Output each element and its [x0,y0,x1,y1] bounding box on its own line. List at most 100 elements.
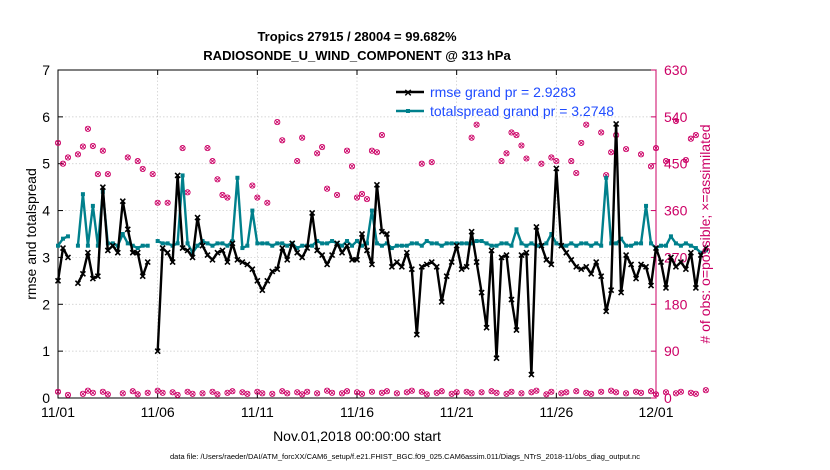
totalspread-point [663,243,668,248]
totalspread-point [499,241,504,246]
rmse-point [114,249,121,256]
obs-possible-marker [209,158,216,165]
obs-possible-marker [314,150,321,157]
obs-assimilated-marker [319,144,325,150]
chart-title-line-2: RADIOSONDE_U_WIND_COMPONENT @ 313 hPa [203,48,511,63]
obs-possible-marker [623,146,630,153]
x-tick-label: 12/01 [638,404,673,420]
obs-count-markers [54,117,709,398]
obs-assimilated-low-marker [269,391,275,397]
rmse-point [259,287,266,294]
series-lines [54,120,709,378]
obs-assimilated-marker [364,196,370,202]
rmse-point [558,242,565,249]
rmse-point [219,247,226,254]
totalspread-point [479,239,484,244]
obs-possible-low-marker [423,391,430,398]
rmse-point [224,259,231,266]
obs-possible-low-marker [174,391,181,398]
obs-assimilated-marker [135,158,141,164]
legend-rmse-label: rmse grand pr = 2.9283 [430,84,576,100]
obs-assimilated-marker [334,192,340,198]
rmse-point [348,256,356,263]
obs-possible-marker [54,139,62,146]
obs-assimilated-low-marker [299,391,305,397]
rmse-point [229,240,236,247]
obs-possible-marker [104,171,111,178]
rmse-point [209,256,216,263]
totalspread-point [624,243,629,248]
obs-assimilated-low-marker [558,390,564,396]
rmse-point [423,261,430,268]
obs-possible-marker [652,145,660,152]
rmse-point [483,324,490,331]
left-y-axis-ticks: 0 1 2 3 4 5 6 7 [42,62,63,406]
rmse-point [677,259,684,266]
totalspread-point [175,241,180,246]
obs-possible-low-marker [119,390,126,397]
obs-assimilated-marker [85,126,91,132]
y-left-tick-label: 1 [42,343,50,359]
obs-assimilated-low-marker [673,390,679,396]
obs-possible-low-marker [324,387,331,394]
totalspread-point [574,243,579,248]
rmse-point [408,266,415,273]
rmse-point [304,244,311,252]
totalspread-point [310,243,315,248]
obs-assimilated-marker [324,186,330,192]
totalspread-point [683,241,688,246]
totalspread-point [90,203,95,208]
totalspread-point [449,241,454,246]
totalspread-point [364,241,369,246]
obs-possible-marker [274,119,281,126]
obs-assimilated-low-marker [120,390,126,396]
obs-assimilated-marker [294,158,300,164]
obs-assimilated-marker [314,150,320,156]
totalspread-point [604,175,609,180]
obs-assimilated-low-marker [518,390,524,396]
obs-possible-low-marker [84,387,91,394]
rmse-point [662,284,670,291]
obs-possible-low-marker [652,391,660,398]
obs-assimilated-low-marker [190,391,196,397]
obs-assimilated-marker [209,158,216,164]
rmse-point [104,247,111,254]
rmse-point [383,230,390,238]
obs-assimilated-low-marker [379,390,385,396]
obs-assimilated-low-marker [688,390,694,396]
right-y-axis-ticks: 0 90 180 270 360 450 540 630 [651,62,688,406]
totalspread-point [135,246,140,251]
obs-possible-marker [687,135,694,142]
rmse-point [169,259,176,266]
totalspread-point [210,243,215,248]
totalspread-point [399,243,404,248]
obs-assimilated-low-marker [105,391,111,397]
obs-possible-marker [548,154,555,161]
obs-possible-low-marker [199,390,206,397]
rmse-point [548,261,555,268]
obs-possible-marker [149,171,156,178]
rmse-point [468,228,475,235]
obs-assimilated-low-marker [548,389,554,395]
totalspread-point [703,248,708,253]
obs-possible-low-marker [548,388,555,395]
obs-assimilated-marker [508,129,515,135]
obs-assimilated-marker [90,143,96,149]
rmse-point [523,249,530,256]
obs-possible-low-marker [104,391,111,398]
rmse-point [702,244,709,252]
rmse-point [518,252,525,259]
obs-possible-marker [139,165,146,172]
totalspread-point [300,243,305,248]
rmse-point [64,254,72,261]
totalspread-point [599,243,604,248]
chart-title-line-1: Tropics 27915 / 28004 = 99.682% [257,29,457,44]
obs-assimilated-low-marker [354,389,360,395]
obs-possible-low-marker [343,388,351,395]
totalspread-point [80,192,85,197]
obs-assimilated-marker [60,161,66,167]
totalspread-point [504,241,509,246]
obs-possible-low-marker [598,388,605,395]
obs-possible-marker [513,132,520,139]
rmse-point [199,242,206,249]
